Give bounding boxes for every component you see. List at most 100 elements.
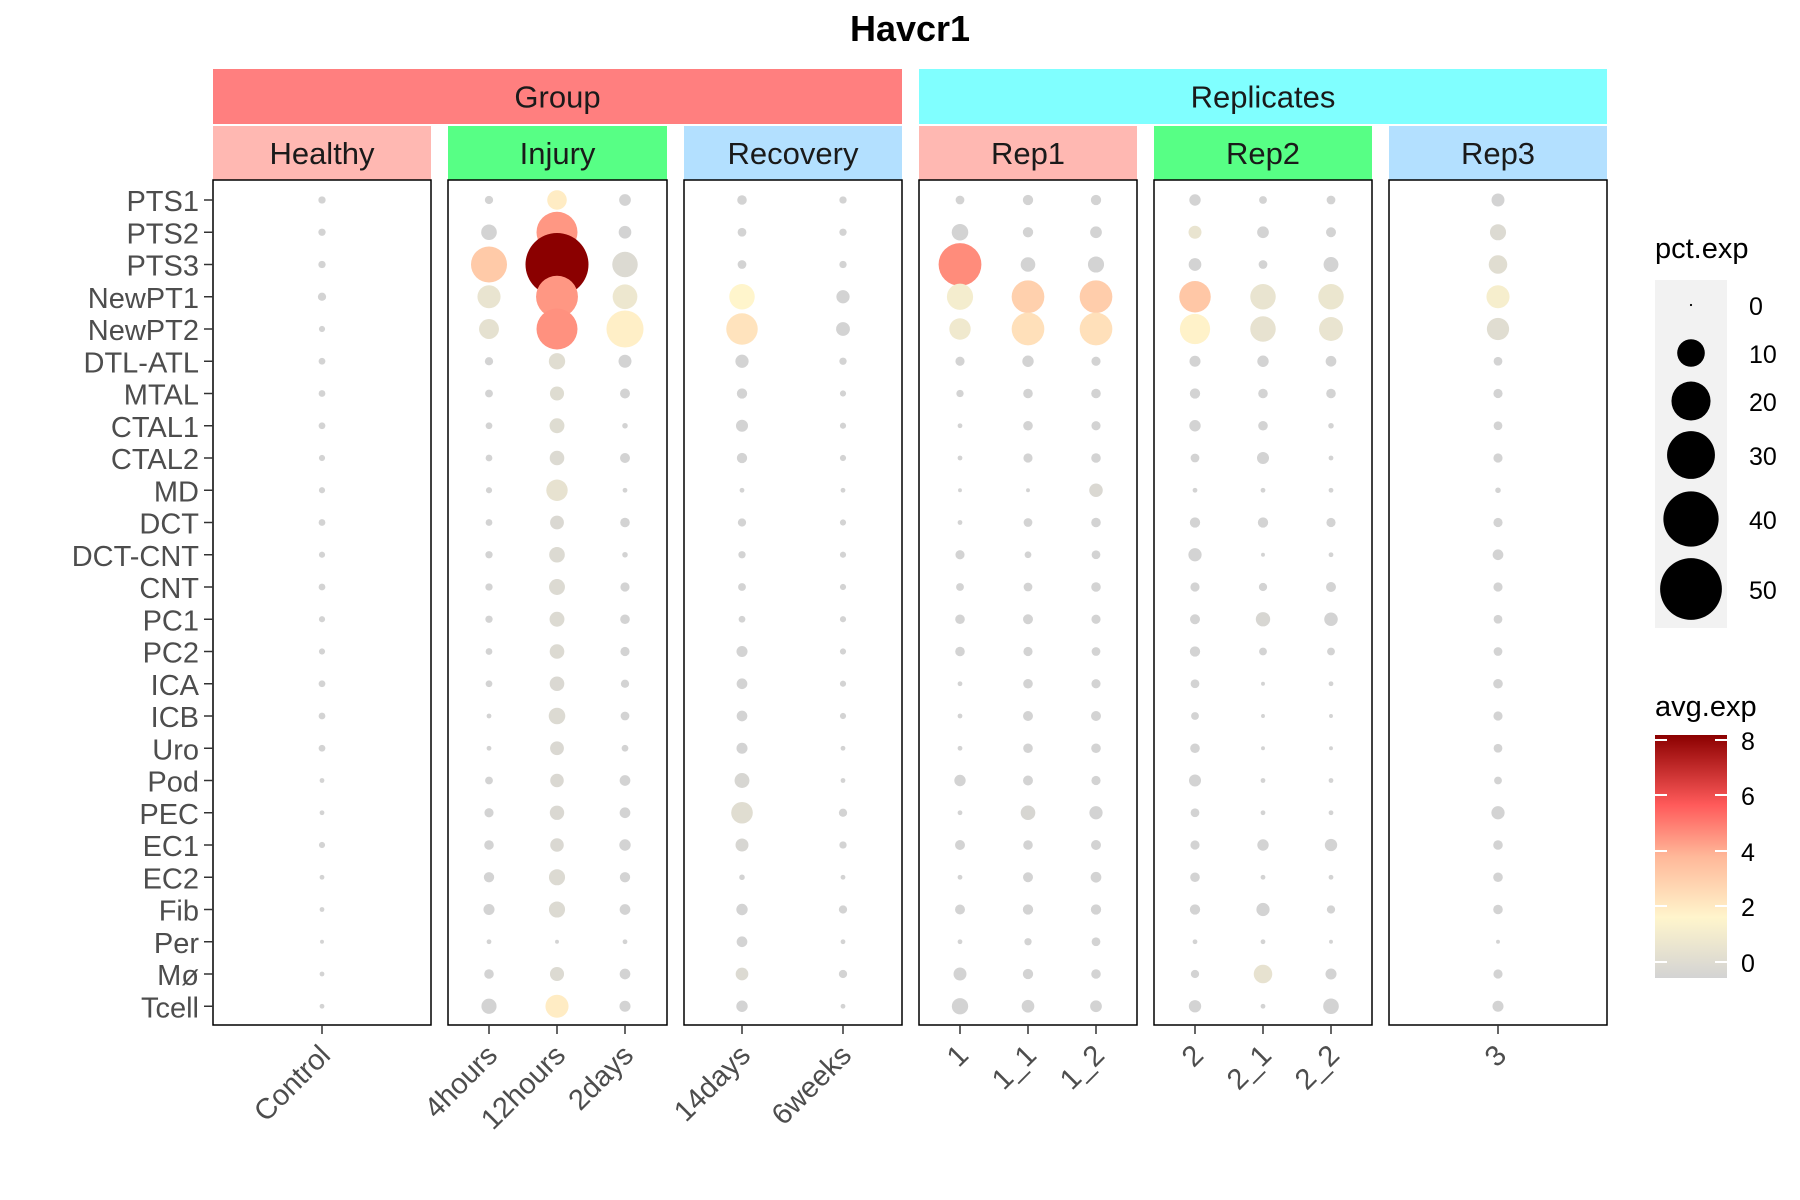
dot-pts3-6weeks (839, 260, 847, 269)
dot-ctal2-control (318, 454, 326, 462)
dot-pts1-4hours (484, 195, 494, 205)
dot-ec1-2 (1190, 840, 1200, 850)
dot-md-4hours (485, 487, 493, 494)
dot-ec1-14days (735, 838, 749, 852)
dot-newpt2-4hours (479, 319, 499, 339)
dot-fib-2-1 (1256, 902, 1270, 917)
dot-pec-6weeks (838, 808, 848, 817)
dot-newpt2-2-1 (1250, 316, 1276, 342)
dot-pts3-2-2 (1323, 257, 1339, 272)
dot-newpt1-2 (1179, 281, 1211, 313)
dot-icb-2days (620, 711, 630, 721)
dot-fib-2 (1189, 904, 1201, 915)
dot-md-1-1 (1026, 488, 1030, 493)
dot-ctal2-1-1 (1023, 453, 1033, 463)
dot-dct-2-1 (1257, 517, 1269, 528)
dot-pts2-2days (618, 225, 632, 239)
dot-dct-cnt-control (318, 551, 326, 558)
dot-icb-6weeks (839, 712, 847, 720)
dot-dct-cnt-1-2 (1091, 550, 1101, 560)
y-tick-label-m: Mø (157, 960, 199, 992)
dot-pts3-4hours (470, 246, 508, 283)
dot-per-2-1 (1260, 939, 1266, 945)
y-tick-label-dtl-atl: DTL-ATL (84, 347, 199, 379)
x-tick-label-1: 1 (941, 1039, 975, 1073)
dot-ica-2-2 (1328, 681, 1334, 687)
dot-newpt2-6weeks (836, 322, 850, 336)
dot-pts1-1-1 (1022, 194, 1034, 206)
panel-injury-strip-bg (448, 126, 667, 180)
x-tick-label-2-1: 2_1 (1221, 1039, 1278, 1096)
x-tick-label-2: 2 (1176, 1039, 1210, 1073)
size-legend-key-40 (1663, 491, 1719, 547)
dot-newpt1-12hours (536, 275, 578, 318)
dot-cnt-1 (956, 583, 964, 591)
dot-ec1-4hours (484, 840, 494, 850)
dot-pc1-2-1 (1255, 612, 1271, 627)
y-tick-label-tcell: Tcell (141, 992, 199, 1024)
dot-ica-control (318, 680, 326, 688)
dot-icb-14days (736, 710, 748, 722)
dot-pts1-2-1 (1259, 196, 1267, 204)
dot-uro-14days (736, 742, 748, 754)
dot-tcell-14days (736, 1000, 748, 1012)
dot-dtl-atl-14days (735, 354, 749, 368)
dot-ec2-12hours (548, 869, 566, 886)
panel-healthy-strip-bg (213, 126, 431, 180)
dot-newpt1-14days (729, 284, 755, 310)
panel-healthy-strip-label: Healthy (269, 136, 375, 171)
dot-per-2days (622, 939, 628, 945)
dot-dct-1 (957, 520, 963, 525)
dot-ec1-1-1 (1023, 840, 1033, 850)
color-legend-title: avg.exp (1655, 691, 1757, 723)
dot-ica-1-2 (1091, 679, 1101, 689)
dot-newpt2-1-1 (1011, 312, 1045, 346)
dot-dct-cnt-2 (1188, 548, 1202, 562)
dot-pts2-2-2 (1326, 227, 1336, 238)
dot-md-3 (1495, 487, 1501, 494)
dot-dtl-atl-3 (1493, 356, 1503, 366)
dot-md-2 (1192, 487, 1198, 493)
dot-pc2-2 (1189, 646, 1201, 657)
dot-tcell-2 (1188, 1000, 1202, 1013)
dot-ctal1-12hours (549, 418, 565, 434)
size-legend-label-30: 30 (1749, 443, 1777, 471)
dot-md-2-1 (1260, 487, 1266, 493)
y-tick-label-md: MD (154, 476, 199, 508)
dot-ctal2-4hours (485, 454, 493, 462)
dot-newpt1-2days (612, 284, 638, 310)
dot-ctal1-3 (1493, 421, 1503, 431)
dot-uro-1 (957, 745, 963, 751)
dot-newpt1-1-2 (1079, 280, 1113, 314)
dot-per-control (320, 939, 324, 944)
dot-dct-cnt-2-1 (1261, 552, 1265, 557)
dot-cnt-4hours (485, 583, 493, 591)
dot-dct-4hours (485, 519, 493, 526)
y-tick-label-ica: ICA (151, 670, 200, 702)
dot-pc2-14days (736, 645, 748, 658)
dot-ec1-1 (955, 840, 965, 850)
dot-ctal2-1-2 (1091, 453, 1101, 463)
panel-1-border (212, 179, 432, 1026)
dot-ctal2-14days (736, 452, 748, 464)
size-legend-label-50: 50 (1749, 577, 1777, 605)
dot-pts1-control (318, 196, 326, 204)
y-tick-label-pec: PEC (139, 799, 199, 831)
dot-uro-2-2 (1329, 746, 1333, 751)
size-legend-key-20 (1671, 381, 1711, 421)
dot-pec-2days (619, 807, 631, 819)
dot-pod-2-2 (1328, 778, 1334, 783)
dot-m-2days (619, 968, 631, 980)
dot-cnt-2-2 (1326, 582, 1336, 592)
dot-newpt1-2-1 (1250, 284, 1276, 310)
dot-pts3-12hours (525, 233, 589, 296)
dot-mtal-2days (620, 388, 630, 399)
dot-icb-3 (1493, 711, 1503, 721)
dot-ctal1-4hours (485, 422, 493, 430)
dot-pod-1 (954, 774, 966, 787)
dot-pec-14days (731, 801, 753, 824)
size-legend-label-0: 0 (1749, 293, 1763, 321)
